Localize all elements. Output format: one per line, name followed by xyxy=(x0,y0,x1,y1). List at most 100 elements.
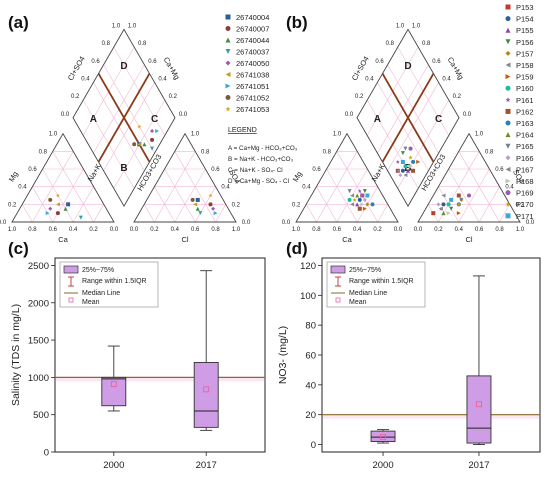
sample-point xyxy=(357,189,362,194)
sample-point xyxy=(208,193,213,198)
zone-letter: D xyxy=(404,61,411,72)
legend-entry: Mean xyxy=(349,299,367,306)
sample-point xyxy=(142,142,147,147)
legend-marker xyxy=(505,74,511,80)
tick-label: 0.2 xyxy=(355,94,364,100)
sample-point xyxy=(436,202,441,207)
tick-label: 0.0 xyxy=(0,220,7,226)
legend-marker xyxy=(505,16,511,22)
y-tick-label: 60 xyxy=(305,351,316,362)
cation-triangle-grid xyxy=(305,204,317,223)
boxplot-nitrate: 0 20 40 60 80 100 120 2000 2017 NO3- (mg/L) 25%~75… xyxy=(277,257,541,471)
legend-label: 26740007 xyxy=(236,25,269,34)
sample-point xyxy=(411,168,416,173)
legend-label: P159 xyxy=(516,73,534,82)
y-tick-label: 500 xyxy=(33,410,49,421)
x-tick-label: 2000 xyxy=(103,460,124,471)
tick-label: 0.6 xyxy=(211,167,220,173)
sample-point xyxy=(403,164,408,169)
zone-letter: C xyxy=(151,114,158,125)
sample-point xyxy=(357,206,362,211)
tick-label: 1.0 xyxy=(112,23,121,29)
legend-entry: 25%~75% xyxy=(82,267,114,274)
legend-marker xyxy=(505,50,511,56)
legend-label: P168 xyxy=(516,177,534,186)
legend-zone-def: D = Ca+Mg - SO₄ - Cl xyxy=(228,178,289,185)
tick-label: 1.0 xyxy=(333,132,342,138)
y-tick-label: 0 xyxy=(311,440,316,451)
tick-label: 0.8 xyxy=(485,149,494,155)
sample-point xyxy=(198,211,203,216)
mean-marker xyxy=(380,434,386,441)
tick-label: 1.0 xyxy=(475,132,484,138)
legend-marker xyxy=(505,108,511,114)
piper-legend-a: 26740004 26740007 26740044 26740037 26740050… xyxy=(225,13,298,185)
tick-label: 0.8 xyxy=(211,227,220,233)
box-iqr xyxy=(193,362,219,428)
tick-label: 0.8 xyxy=(138,41,147,47)
sample-point xyxy=(362,197,367,202)
sample-point xyxy=(362,189,367,194)
sample-point xyxy=(150,137,155,142)
sample-point xyxy=(193,202,198,207)
mean-marker xyxy=(203,386,210,393)
y-tick-label: 100 xyxy=(300,291,316,302)
legend-mean-swatch xyxy=(68,297,74,303)
legend-label: P167 xyxy=(516,165,534,174)
legend-entry: Range within 1.5IQR xyxy=(349,278,414,285)
cation-triangle-grid xyxy=(326,168,358,223)
legend-marker xyxy=(505,4,511,10)
tick-label: 0.6 xyxy=(432,59,441,65)
tick-label: 0.4 xyxy=(302,185,311,191)
anion-triangle-outline xyxy=(133,132,237,223)
sample-point xyxy=(213,211,218,216)
cation-triangle-grid xyxy=(316,151,358,223)
panel-label-b: (b) xyxy=(286,13,308,32)
legend-label: P153 xyxy=(516,3,534,12)
reference-band xyxy=(56,377,264,382)
sample-point xyxy=(208,202,213,207)
tick-label: 0.0 xyxy=(526,220,535,226)
tick-label: 0.8 xyxy=(386,41,395,47)
tick-label: 0.2 xyxy=(434,227,443,233)
legend-marker xyxy=(505,201,511,207)
sample-point xyxy=(408,164,413,169)
tick-label: 0.0 xyxy=(394,227,403,233)
cation-triangle-grid xyxy=(93,204,105,223)
sample-point xyxy=(403,173,408,178)
tick-label: 0.2 xyxy=(453,94,462,100)
axis-label-cl: Cl xyxy=(465,235,472,244)
panel-label-d: (d) xyxy=(286,239,308,258)
legend-label: 26741053 xyxy=(236,105,269,114)
sample-point xyxy=(132,142,137,147)
tick-label: 0.6 xyxy=(333,227,342,233)
tick-label: 1.0 xyxy=(191,132,200,138)
mean-marker xyxy=(110,381,117,388)
sample-point xyxy=(352,197,357,202)
anion-triangle-grid xyxy=(458,151,500,223)
axis-label-mg: Mg xyxy=(291,170,304,184)
anion-triangle-grid xyxy=(174,151,216,223)
legend-label: P171 xyxy=(516,212,534,221)
tick-label: 0.6 xyxy=(148,59,157,65)
legend-entry: Median Line xyxy=(349,290,387,297)
sample-point xyxy=(467,193,471,198)
anion-triangle-grid xyxy=(143,204,155,223)
sample-point xyxy=(347,197,352,202)
legend-entry: 25%~75% xyxy=(349,267,381,274)
y-axis-label: Salinity (TDS in mg/L) xyxy=(10,304,22,406)
sample-point xyxy=(347,189,352,194)
tick-label: 0.6 xyxy=(28,167,37,173)
sample-point xyxy=(456,211,461,216)
zone-letter: A xyxy=(374,114,381,125)
cation-triangle-grid xyxy=(32,151,74,223)
tick-label: 0.6 xyxy=(191,227,200,233)
cation-triangle-grid xyxy=(21,204,33,223)
tick-label: 0.2 xyxy=(169,94,178,100)
legend-label: 26741038 xyxy=(236,71,269,80)
zone-letter: A xyxy=(90,114,97,125)
anion-triangle-outline xyxy=(417,132,521,223)
tick-label: 0.0 xyxy=(179,112,188,118)
tick-label: 0.2 xyxy=(516,202,525,208)
legend-marker xyxy=(505,166,511,172)
